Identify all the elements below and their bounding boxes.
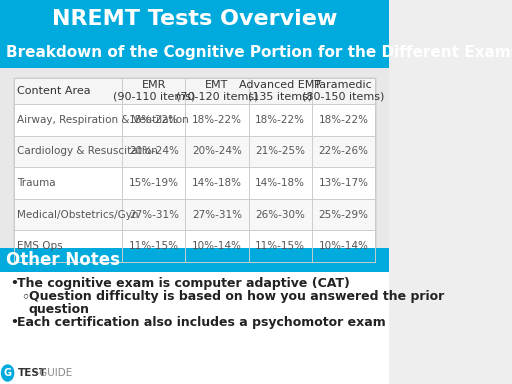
Text: 11%-15%: 11%-15% <box>129 241 179 251</box>
FancyBboxPatch shape <box>0 272 389 362</box>
Text: EMT
(70-120 items): EMT (70-120 items) <box>176 80 258 102</box>
Text: question: question <box>29 303 90 316</box>
Text: Advanced EMT
(135 items): Advanced EMT (135 items) <box>239 80 322 102</box>
FancyBboxPatch shape <box>14 230 375 262</box>
FancyBboxPatch shape <box>0 248 389 272</box>
Text: 20%-24%: 20%-24% <box>192 146 242 156</box>
Circle shape <box>2 365 14 381</box>
Text: 25%-29%: 25%-29% <box>318 210 369 220</box>
Text: 14%-18%: 14%-18% <box>255 178 305 188</box>
Text: 18%-22%: 18%-22% <box>255 115 305 125</box>
Text: 14%-18%: 14%-18% <box>192 178 242 188</box>
Text: •: • <box>11 277 18 290</box>
Text: 27%-31%: 27%-31% <box>192 210 242 220</box>
FancyBboxPatch shape <box>14 199 375 230</box>
Text: 22%-26%: 22%-26% <box>318 146 369 156</box>
Text: Question difficulty is based on how you answered the prior: Question difficulty is based on how you … <box>29 290 444 303</box>
Text: Cardiology & Resuscitation: Cardiology & Resuscitation <box>17 146 158 156</box>
Text: G: G <box>4 368 12 378</box>
FancyBboxPatch shape <box>0 362 389 384</box>
Text: 13%-17%: 13%-17% <box>318 178 369 188</box>
Text: The cognitive exam is computer adaptive (CAT): The cognitive exam is computer adaptive … <box>17 277 350 290</box>
Text: ◦: ◦ <box>22 290 29 303</box>
Text: Paramedic
(80-150 items): Paramedic (80-150 items) <box>303 80 385 102</box>
FancyBboxPatch shape <box>0 38 389 68</box>
Text: Trauma: Trauma <box>17 178 55 188</box>
FancyBboxPatch shape <box>14 78 375 262</box>
Text: Airway, Respiration & Ventilation: Airway, Respiration & Ventilation <box>17 115 188 125</box>
Text: EMS Ops: EMS Ops <box>17 241 62 251</box>
Text: -GUIDE: -GUIDE <box>36 368 73 378</box>
Text: 11%-15%: 11%-15% <box>255 241 305 251</box>
Text: 18%-22%: 18%-22% <box>192 115 242 125</box>
Text: EMR
(90-110 items): EMR (90-110 items) <box>113 80 195 102</box>
Text: 21%-25%: 21%-25% <box>255 146 305 156</box>
Text: Breakdown of the Cognitive Portion for the Different Exams: Breakdown of the Cognitive Portion for t… <box>6 45 512 61</box>
Text: TEST: TEST <box>18 368 47 378</box>
FancyBboxPatch shape <box>0 0 389 38</box>
Text: Content Area: Content Area <box>17 86 90 96</box>
Text: 10%-14%: 10%-14% <box>318 241 369 251</box>
Text: 18%-22%: 18%-22% <box>129 115 179 125</box>
Text: 27%-31%: 27%-31% <box>129 210 179 220</box>
Text: 26%-30%: 26%-30% <box>255 210 305 220</box>
Text: 20%-24%: 20%-24% <box>129 146 179 156</box>
Text: 18%-22%: 18%-22% <box>318 115 369 125</box>
FancyBboxPatch shape <box>14 104 375 136</box>
Text: •: • <box>11 316 18 329</box>
Text: Other Notes: Other Notes <box>6 251 120 269</box>
FancyBboxPatch shape <box>14 136 375 167</box>
Text: NREMT Tests Overview: NREMT Tests Overview <box>52 9 337 29</box>
Text: 10%-14%: 10%-14% <box>192 241 242 251</box>
FancyBboxPatch shape <box>14 78 375 104</box>
Text: Medical/Obstetrics/Gyn: Medical/Obstetrics/Gyn <box>17 210 138 220</box>
Text: 15%-19%: 15%-19% <box>129 178 179 188</box>
Text: Each certification also includes a psychomotor exam: Each certification also includes a psych… <box>17 316 386 329</box>
FancyBboxPatch shape <box>14 167 375 199</box>
FancyBboxPatch shape <box>0 68 389 272</box>
